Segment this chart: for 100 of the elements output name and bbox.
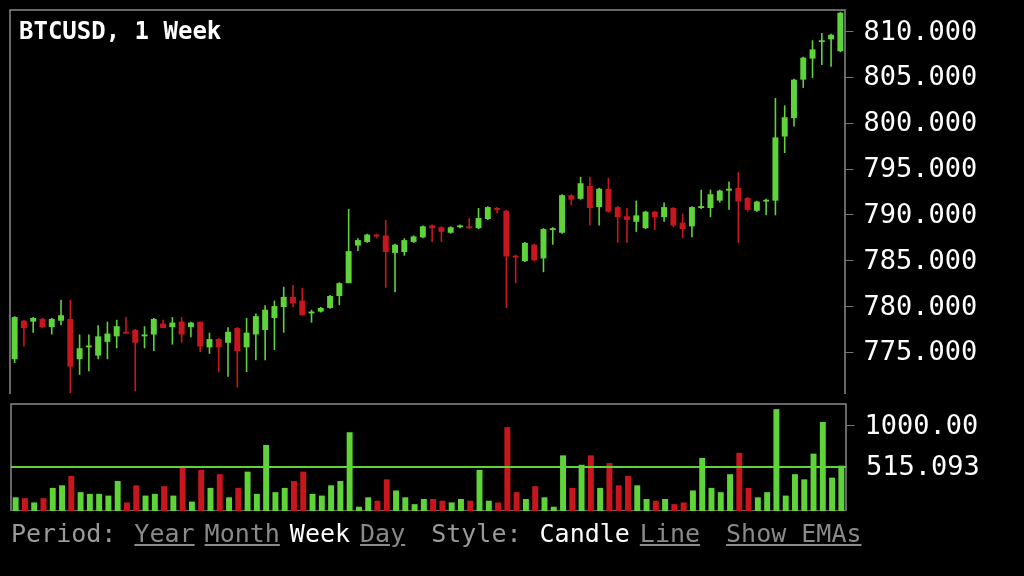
- bar: [337, 481, 344, 511]
- bar: [615, 485, 622, 511]
- candlestick: [76, 333, 83, 376]
- candlestick: [113, 319, 120, 350]
- text: Show EMAs: [726, 519, 862, 548]
- bar: [754, 497, 761, 511]
- candlestick: [651, 209, 658, 231]
- y-tick-label: 775.000: [863, 335, 978, 367]
- text: Line: [639, 519, 701, 548]
- bar: [625, 475, 631, 511]
- text: Period:: [11, 519, 117, 548]
- y-tick-label: 1000.00: [864, 408, 979, 440]
- bar: [383, 479, 390, 511]
- bar: [244, 471, 251, 511]
- y-tick-label: 795.000: [863, 152, 978, 184]
- y-tick-label: 785.000: [863, 243, 978, 275]
- bar: [133, 485, 140, 511]
- candlestick: [132, 328, 139, 393]
- bar: [448, 502, 455, 511]
- text: Candle: [539, 519, 630, 548]
- candlestick: [735, 171, 742, 244]
- y-tick-label: 805.000: [863, 60, 978, 92]
- candlestick: [549, 226, 556, 246]
- bar: [161, 486, 168, 511]
- bar: [485, 500, 492, 511]
- text: Day: [360, 519, 406, 548]
- y-tick-label: 800.000: [863, 106, 978, 138]
- candlestick: [512, 253, 519, 284]
- bar: [652, 500, 659, 511]
- candlestick: [605, 176, 612, 214]
- candlestick: [392, 242, 398, 294]
- candlestick: [577, 176, 584, 201]
- bar: [393, 490, 399, 511]
- bar: [170, 495, 177, 511]
- bar: [124, 502, 130, 511]
- bar: [680, 502, 687, 511]
- candlestick: [466, 217, 473, 230]
- bar: [532, 486, 539, 511]
- bar: [420, 499, 427, 511]
- bar: [328, 485, 335, 511]
- bar: [355, 506, 362, 511]
- candlestick: [624, 207, 630, 244]
- candlestick: [123, 316, 129, 335]
- bar: [782, 495, 789, 511]
- bar: [411, 504, 418, 511]
- candlestick: [809, 39, 816, 79]
- bar: [671, 504, 678, 511]
- bar: [179, 466, 186, 511]
- bar: [569, 487, 576, 511]
- candlestick: [726, 180, 732, 211]
- candlestick: [679, 212, 686, 240]
- candlestick: [614, 205, 621, 244]
- bar: [662, 499, 669, 511]
- candlestick: [243, 317, 250, 373]
- bar: [31, 502, 38, 511]
- bar: [365, 497, 372, 511]
- bar: [96, 493, 103, 511]
- bar: [597, 487, 604, 511]
- candlestick: [596, 187, 603, 227]
- bar: [736, 452, 743, 511]
- candlestick: [58, 298, 64, 327]
- candlestick: [429, 223, 436, 243]
- bar: [504, 427, 511, 511]
- bar: [606, 463, 613, 511]
- candlestick: [661, 201, 668, 223]
- bar: [458, 499, 464, 511]
- bar: [513, 492, 520, 511]
- candlestick: [20, 319, 27, 348]
- bar: [727, 474, 733, 511]
- candlestick: [800, 55, 807, 89]
- bar: [21, 498, 28, 511]
- candlestick: [336, 281, 343, 306]
- bar: [12, 497, 19, 511]
- candlestick: [30, 316, 37, 334]
- bar: [226, 497, 232, 511]
- text: Style:: [431, 519, 522, 548]
- bar: [235, 487, 242, 511]
- candlestick: [150, 317, 157, 352]
- chart-title: BTCUSD, 1 Week: [19, 17, 222, 45]
- bar: [198, 469, 205, 511]
- bar: [188, 501, 195, 511]
- candlestick: [670, 206, 677, 229]
- text: Year: [134, 519, 195, 548]
- bar: [829, 477, 836, 511]
- bar: [717, 492, 724, 511]
- candlestick: [280, 286, 287, 334]
- bar: [792, 474, 798, 511]
- bar: [801, 479, 808, 511]
- bar: [467, 500, 474, 511]
- bar: [634, 485, 641, 511]
- candlestick: [271, 299, 278, 351]
- bar: [281, 487, 288, 511]
- bar: [402, 497, 409, 511]
- candlestick: [252, 312, 259, 361]
- bar: [114, 481, 121, 511]
- bar: [689, 490, 696, 511]
- candlestick: [225, 326, 231, 378]
- y-tick-label: 790.000: [863, 197, 978, 229]
- bar: [300, 471, 307, 511]
- bar: [151, 493, 158, 511]
